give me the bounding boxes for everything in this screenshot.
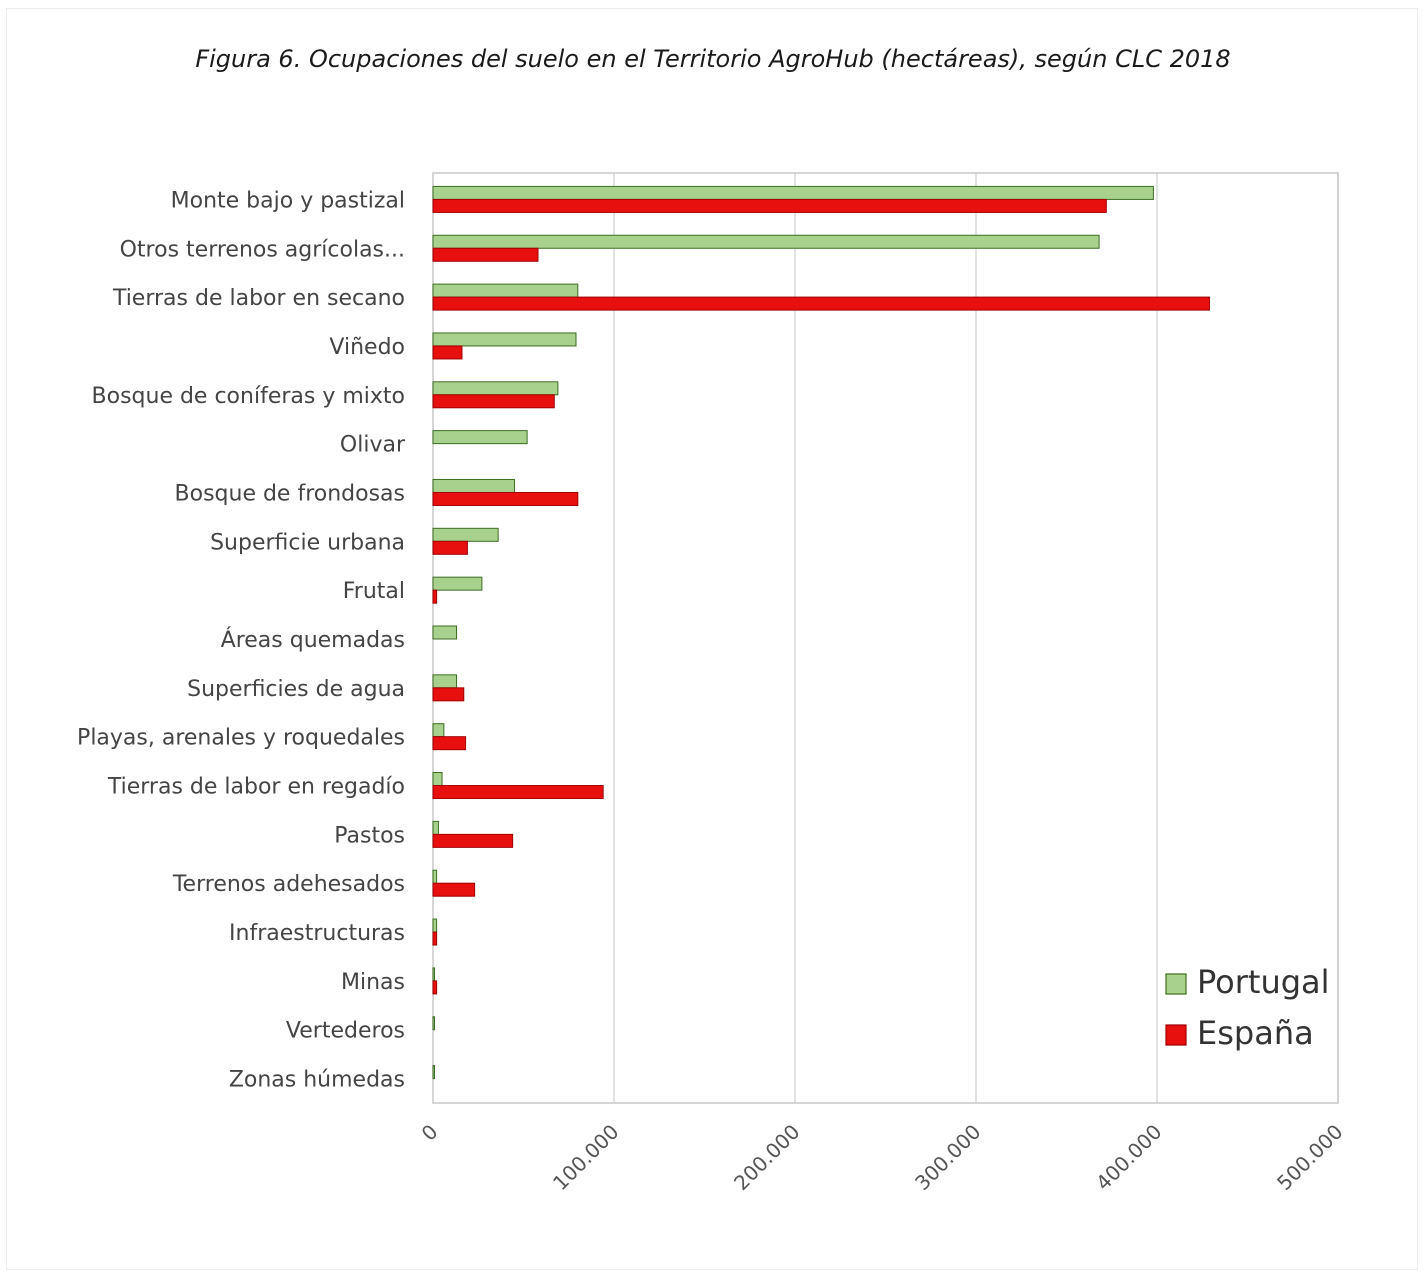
legend-label-portugal: Portugal <box>1197 963 1330 1001</box>
bar-portugal-tierras-de-labor-en-regadio <box>432 772 443 787</box>
category-label-terrenos-adehesados: Terrenos adehesados <box>172 872 405 897</box>
category-label-vinedo: Viñedo <box>329 335 405 360</box>
x-tick-labels: 0 100.000 200.000 300.000 400.000 500.000 <box>417 1120 1348 1195</box>
legend-label-espana: España <box>1197 1014 1314 1052</box>
bar-espana-minas <box>432 980 438 995</box>
category-label-infraestructuras: Infraestructuras <box>229 921 405 946</box>
bar-espana-frutal <box>432 589 438 604</box>
category-label-monte-bajo-y-pastizal: Monte bajo y pastizal <box>171 188 405 213</box>
legend-swatch-portugal <box>1165 973 1187 995</box>
category-label-olivar: Olivar <box>340 433 406 458</box>
bar-portugal-monte-bajo-y-pastizal <box>432 185 1154 200</box>
bar-portugal-vinedo <box>432 332 577 347</box>
x-tick-label-1: 100.000 <box>548 1120 623 1195</box>
bar-espana-pastos <box>432 833 514 848</box>
bar-portugal-superficies-de-agua <box>432 674 458 689</box>
bar-portugal-tierras-de-labor-en-secano <box>432 283 579 298</box>
bar-espana-vinedo <box>432 345 463 360</box>
bar-espana-tierras-de-labor-en-regadio <box>432 785 604 800</box>
category-label-superficies-de-agua: Superficies de agua <box>187 677 405 702</box>
bar-portugal-vertederos <box>432 1016 435 1031</box>
bar-espana-tierras-de-labor-en-secano <box>432 296 1210 311</box>
category-label-otros-terrenos-agricolas: Otros terrenos agrícolas... <box>120 237 405 262</box>
figure-frame <box>6 8 1418 1270</box>
bar-espana-infraestructuras <box>432 931 438 946</box>
x-tick-label-5: 500.000 <box>1272 1120 1347 1195</box>
bar-espana-bosque-de-coniferas-y-mixto <box>432 394 555 409</box>
bar-portugal-olivar <box>432 430 528 445</box>
category-label-vertederos: Vertederos <box>286 1019 405 1044</box>
x-tick-label-0: 0 <box>417 1120 443 1146</box>
bar-portugal-terrenos-adehesados <box>432 869 438 884</box>
legend-swatch-espana <box>1165 1024 1187 1046</box>
bar-espana-superficie-urbana <box>432 540 468 555</box>
bar-portugal-pastos <box>432 820 439 835</box>
bar-portugal-zonas-humedas <box>432 1065 435 1080</box>
category-label-tierras-de-labor-en-regadio: Tierras de labor en regadío <box>107 775 405 800</box>
bar-portugal-infraestructuras <box>432 918 438 933</box>
bar-espana-bosque-de-frondosas <box>432 491 579 506</box>
category-label-tierras-de-labor-en-secano: Tierras de labor en secano <box>112 286 405 311</box>
category-label-bosque-de-frondosas: Bosque de frondosas <box>175 481 405 506</box>
bar-portugal-minas <box>432 967 435 982</box>
bar-portugal-areas-quemadas <box>432 625 458 640</box>
bar-portugal-frutal <box>432 576 483 591</box>
bar-portugal-superficie-urbana <box>432 527 499 542</box>
category-label-frutal: Frutal <box>343 579 405 604</box>
x-tick-label-4: 400.000 <box>1091 1120 1166 1195</box>
category-label-bosque-de-coniferas-y-mixto: Bosque de coníferas y mixto <box>92 384 405 409</box>
figure-caption: Figura 6. Ocupaciones del suelo en el Te… <box>195 45 1231 73</box>
bar-portugal-bosque-de-frondosas <box>432 478 515 493</box>
bar-espana-superficies-de-agua <box>432 687 465 702</box>
category-label-areas-quemadas: Áreas quemadas <box>221 627 405 653</box>
category-label-playas-arenales-y-roquedales: Playas, arenales y roquedales <box>77 726 405 751</box>
bar-portugal-bosque-de-coniferas-y-mixto <box>432 381 559 396</box>
bar-portugal-playas-arenales-y-roquedales <box>432 723 445 738</box>
bar-espana-otros-terrenos-agricolas <box>432 247 539 262</box>
category-label-superficie-urbana: Superficie urbana <box>210 530 405 555</box>
bars <box>432 185 1210 1080</box>
x-tick-label-3: 300.000 <box>910 1120 985 1195</box>
category-label-zonas-humedas: Zonas húmedas <box>229 1068 405 1093</box>
legend: Portugal España <box>1165 963 1330 1052</box>
bar-espana-monte-bajo-y-pastizal <box>432 198 1107 213</box>
category-labels: Monte bajo y pastizal Otros terrenos agrí… <box>77 188 406 1092</box>
bar-espana-playas-arenales-y-roquedales <box>432 736 467 751</box>
bar-espana-terrenos-adehesados <box>432 882 476 897</box>
bar-portugal-otros-terrenos-agricolas <box>432 234 1100 249</box>
category-label-minas: Minas <box>341 970 405 995</box>
category-label-pastos: Pastos <box>334 823 405 848</box>
x-tick-label-2: 200.000 <box>729 1120 804 1195</box>
